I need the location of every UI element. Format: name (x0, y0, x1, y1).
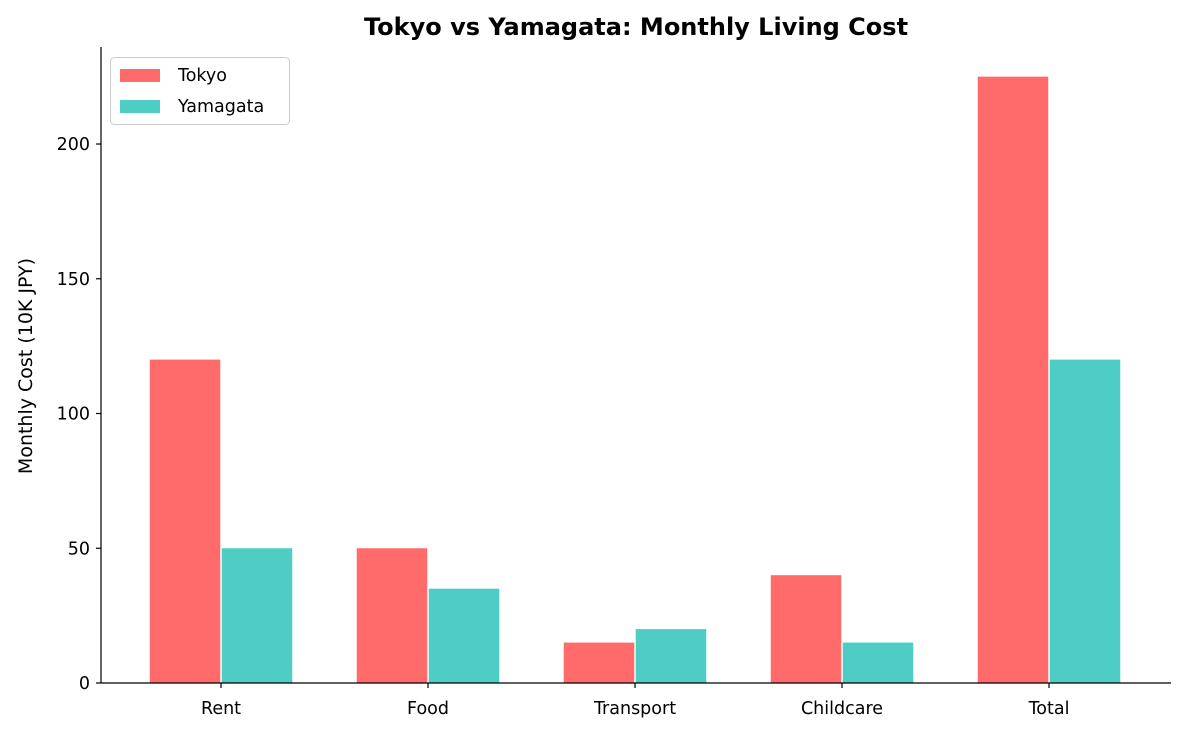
legend: Tokyo Yamagata (110, 57, 290, 125)
bar-tokyo-food (356, 548, 428, 683)
x-tick-label: Food (407, 699, 449, 719)
bar-yamagata-rent (221, 548, 293, 683)
y-tick-label: 0 (79, 674, 90, 694)
chart-title: Tokyo vs Yamagata: Monthly Living Cost (364, 13, 908, 41)
legend-label-tokyo: Tokyo (177, 66, 227, 86)
x-tick-label: Childcare (801, 699, 883, 719)
x-tick-label: Transport (593, 699, 676, 719)
legend-swatch-yamagata (120, 100, 160, 113)
legend-swatch-tokyo (120, 69, 160, 82)
y-axis-label: Monthly Cost (10K JPY) (15, 258, 37, 474)
bar-tokyo-transport (563, 642, 635, 683)
bar-yamagata-food (428, 588, 500, 683)
plot-area: Rent Food Transport Childcare Total 0 50 100 150… (57, 47, 1171, 719)
y-tick-label: 50 (68, 539, 90, 559)
bar-tokyo-rent (149, 359, 221, 683)
bar-tokyo-total (977, 76, 1049, 684)
y-tick-label: 150 (57, 270, 90, 290)
y-tick-label: 200 (57, 135, 90, 155)
bar-yamagata-transport (635, 629, 707, 683)
x-tick-label: Rent (201, 699, 241, 719)
legend-label-yamagata: Yamagata (177, 97, 264, 117)
bar-yamagata-childcare (842, 642, 914, 683)
bar-tokyo-childcare (770, 575, 842, 683)
bar-yamagata-total (1049, 359, 1121, 683)
x-tick-label: Total (1028, 699, 1070, 719)
y-tick-label: 100 (57, 405, 90, 425)
